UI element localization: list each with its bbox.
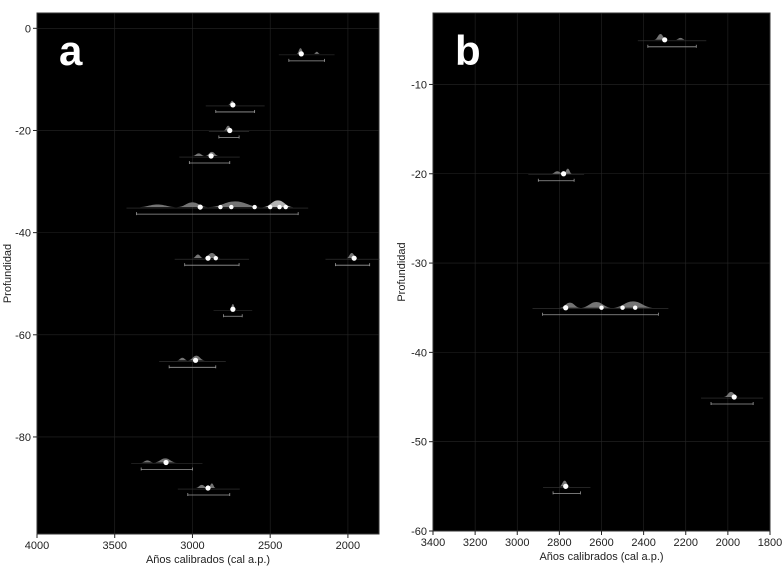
sample-3 bbox=[701, 391, 764, 406]
x-tick-label: 3500 bbox=[102, 540, 126, 552]
x-tick-label: 2400 bbox=[631, 537, 655, 549]
y-tick-label: -50 bbox=[411, 437, 427, 449]
y-tick-label: 0 bbox=[25, 23, 31, 35]
data-point bbox=[283, 204, 288, 210]
distribution-hump bbox=[141, 460, 154, 463]
sample-0 bbox=[637, 34, 707, 48]
y-axis-title: Profundidad bbox=[396, 242, 408, 301]
data-point bbox=[599, 305, 604, 310]
panel-a: 4000 3500 3000 2500 2000 0 -20 -40 -60 -80 Años ca… bbox=[2, 12, 380, 566]
sample-8 bbox=[159, 355, 226, 369]
data-point bbox=[267, 204, 273, 210]
plot-frame bbox=[36, 12, 380, 535]
data-point bbox=[205, 485, 211, 491]
sample-1 bbox=[528, 168, 585, 182]
data-point bbox=[277, 204, 282, 210]
plot-area bbox=[37, 13, 379, 534]
distribution-hump bbox=[550, 171, 564, 174]
distribution-hump bbox=[313, 51, 320, 54]
data-point bbox=[230, 102, 236, 108]
x-tick-label: 2500 bbox=[258, 540, 282, 552]
distribution-hump bbox=[580, 301, 613, 308]
data-point bbox=[230, 306, 236, 312]
x-tick-label: 4000 bbox=[25, 540, 49, 552]
sample-2 bbox=[208, 125, 250, 139]
data-point bbox=[229, 204, 234, 210]
x-tick-label: 3200 bbox=[463, 537, 487, 549]
x-tick-label: 2200 bbox=[674, 537, 698, 549]
data-point bbox=[563, 305, 569, 311]
data-point bbox=[298, 51, 304, 57]
data-point bbox=[252, 204, 257, 210]
data-point bbox=[563, 483, 569, 489]
data-point bbox=[205, 255, 211, 261]
data-point bbox=[218, 204, 223, 210]
y-tick-label: -20 bbox=[15, 125, 31, 137]
sample-7 bbox=[213, 304, 253, 318]
data-point bbox=[227, 127, 233, 134]
sample-4 bbox=[543, 480, 591, 495]
x-axis-title: Años calibrados (cal a.p.) bbox=[539, 551, 663, 563]
x-tick-label: 2000 bbox=[336, 540, 360, 552]
x-tick-label: 3000 bbox=[505, 537, 529, 549]
data-point bbox=[560, 171, 567, 177]
data-point bbox=[213, 255, 218, 261]
data-point bbox=[351, 255, 357, 261]
y-axis-title: Profundidad bbox=[2, 244, 14, 303]
y-tick-label: -30 bbox=[411, 258, 427, 270]
y-tick-label: -40 bbox=[411, 347, 427, 359]
y-tick-label: -10 bbox=[411, 79, 427, 91]
data-point bbox=[620, 305, 625, 310]
data-point bbox=[192, 357, 199, 363]
x-axis-title: Años calibrados (cal a.p.) bbox=[146, 554, 270, 566]
sample-3 bbox=[179, 151, 240, 165]
x-tick-label: 2600 bbox=[589, 537, 613, 549]
data-point bbox=[208, 153, 214, 159]
distribution-hump bbox=[176, 357, 188, 361]
data-point bbox=[662, 37, 668, 43]
x-tick-label: 2800 bbox=[547, 537, 571, 549]
x-tick-label: 1800 bbox=[758, 537, 782, 549]
sample-6 bbox=[325, 252, 380, 267]
distribution-hump bbox=[192, 153, 205, 157]
sample-4 bbox=[126, 200, 309, 216]
data-point bbox=[731, 394, 737, 400]
y-tick-label: -60 bbox=[15, 330, 31, 342]
panel-letter: b bbox=[455, 27, 481, 74]
distribution-hump bbox=[675, 37, 686, 40]
x-tick-label: 2000 bbox=[716, 537, 740, 549]
y-tick-label: -60 bbox=[411, 526, 427, 538]
data-point bbox=[633, 305, 638, 310]
x-tick-label: 3000 bbox=[180, 540, 204, 552]
panel-letter: a bbox=[59, 27, 83, 74]
sample-0 bbox=[278, 48, 335, 62]
distribution-hump bbox=[138, 204, 177, 208]
y-tick-label: -40 bbox=[15, 228, 31, 240]
sample-5 bbox=[174, 252, 250, 267]
sample-10 bbox=[177, 483, 240, 497]
y-tick-label: -80 bbox=[15, 432, 31, 444]
data-point bbox=[163, 459, 169, 466]
data-point bbox=[197, 204, 203, 210]
panel-b: 3400 3200 3000 2800 2600 2400 2200 2000 1800 -10 -… bbox=[396, 12, 782, 563]
sample-9 bbox=[131, 458, 203, 471]
x-tick-label: 3400 bbox=[421, 537, 445, 549]
sample-2 bbox=[532, 301, 669, 316]
y-tick-label: -20 bbox=[411, 169, 427, 181]
sample-1 bbox=[205, 100, 265, 113]
distribution-hump bbox=[192, 254, 204, 259]
distribution-hump bbox=[195, 484, 208, 489]
